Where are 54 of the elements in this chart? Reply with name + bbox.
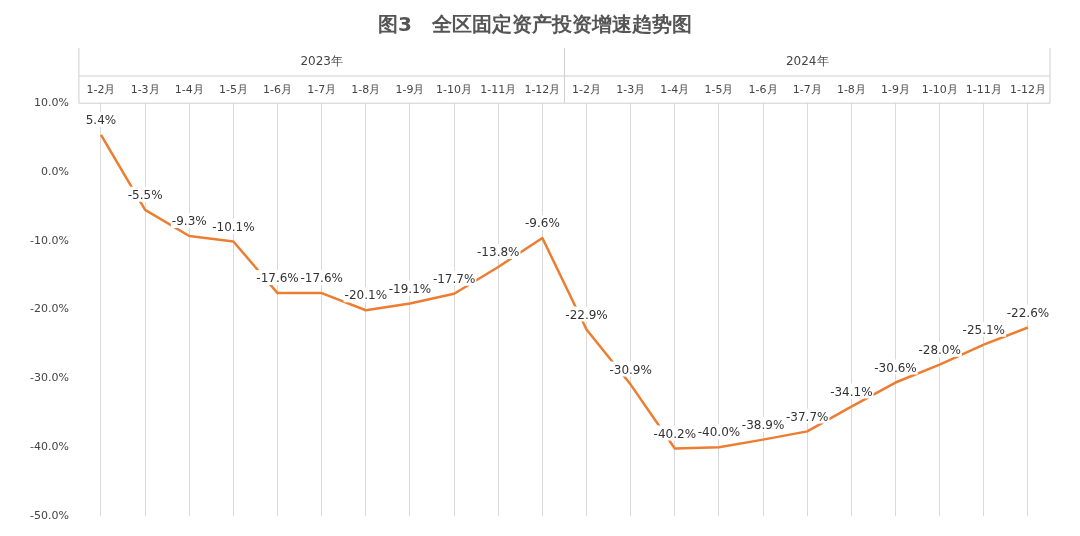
x-tick-label: 1-11月 [965, 83, 1002, 97]
x-tick-label: 1-8月 [836, 83, 866, 97]
data-label: -17.6% [256, 271, 299, 286]
x-tick-label: 1-11月 [480, 83, 517, 97]
x-tick-label: 1-7月 [792, 83, 822, 97]
x-tick-label: 1-4月 [174, 83, 204, 97]
data-label: -17.6% [300, 271, 343, 286]
y-tick-label: -10.0% [29, 233, 69, 247]
data-label: -19.1% [388, 281, 432, 296]
y-tick-label: 10.0% [33, 96, 69, 110]
y-tick-label: -20.0% [29, 302, 69, 316]
y-tick-label: -30.0% [29, 371, 69, 385]
chart-title: 图3 全区固定资产投资增速趋势图 [378, 12, 692, 37]
data-label: -28.0% [918, 342, 961, 357]
data-label: 5.4% [85, 112, 117, 127]
data-label: -22.9% [565, 307, 608, 322]
data-label: -5.5% [127, 187, 163, 202]
data-label: -37.7% [786, 409, 829, 424]
x-tick-label: 1-6月 [263, 83, 293, 97]
text: 2024年 [785, 54, 829, 69]
x-tick-label: 1-2月 [86, 83, 116, 97]
data-label: -9.6% [524, 216, 560, 231]
x-tick-label: 1-12月 [1009, 83, 1046, 97]
data-label: -40.0% [697, 425, 741, 440]
x-tick-label: 1-6月 [748, 83, 778, 97]
data-label: -34.1% [830, 384, 873, 399]
x-tick-label: 1-3月 [616, 83, 646, 97]
data-label: -25.1% [962, 322, 1006, 337]
x-tick-label: 1-12月 [524, 83, 561, 97]
y-tick-label: 0.0% [40, 164, 69, 178]
x-tick-label: 1-9月 [395, 83, 425, 97]
data-label: -13.8% [477, 245, 520, 260]
x-tick-label: 1-7月 [307, 83, 337, 97]
x-tick-label: 1-3月 [130, 83, 160, 97]
data-label: -40.2% [653, 426, 697, 441]
data-label: -20.1% [344, 288, 388, 303]
x-tick-label: 1-8月 [351, 83, 381, 97]
data-label: -30.6% [874, 360, 917, 375]
data-label: -10.1% [212, 219, 255, 234]
x-tick-label: 1-5月 [704, 83, 734, 97]
data-label: -22.6% [1006, 305, 1050, 320]
data-label: -17.7% [432, 271, 476, 286]
x-tick-label: 1-9月 [881, 83, 910, 97]
x-tick-label: 1-4月 [660, 83, 690, 97]
y-tick-label: -40.0% [29, 440, 69, 454]
data-label: -9.3% [171, 214, 207, 229]
x-tick-label: 1-2月 [572, 83, 602, 97]
x-tick-label: 1-10月 [436, 83, 473, 97]
data-label: -38.9% [741, 417, 785, 432]
x-tick-label: 1-10月 [921, 83, 958, 97]
data-label: -30.9% [609, 362, 652, 377]
y-tick-label: -50.0% [29, 508, 69, 522]
text: 2023年 [300, 54, 343, 69]
x-tick-label: 1-5月 [218, 83, 248, 97]
